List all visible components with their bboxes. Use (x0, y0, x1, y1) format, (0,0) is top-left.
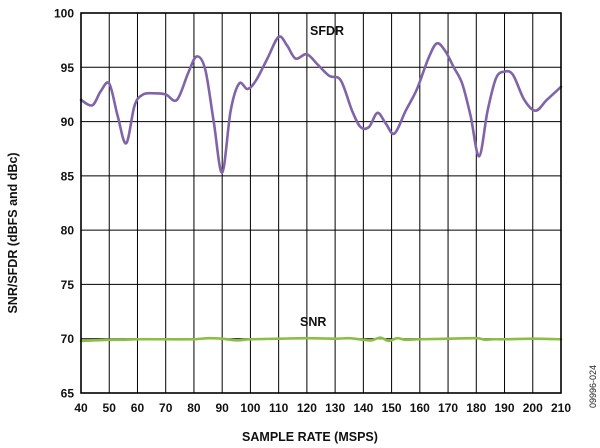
y-tick-label: 85 (61, 169, 75, 183)
y-tick-label: 90 (61, 115, 75, 129)
figure-id: 09996-024 (588, 365, 598, 408)
x-axis-title: SAMPLE RATE (MSPS) (242, 430, 378, 444)
y-tick-label: 80 (61, 224, 75, 238)
series-labels: SFDR SNR (300, 24, 344, 329)
series-label-sfdr: SFDR (310, 24, 344, 38)
x-tick-label: 130 (325, 401, 345, 415)
y-axis-title: SNR/SFDR (dBFS and dBc) (6, 152, 20, 313)
x-tick-label: 150 (382, 401, 402, 415)
y-tick-label: 75 (61, 278, 75, 292)
y-tick-labels: 65 70 75 80 85 90 95 100 (54, 7, 74, 401)
x-tick-label: 80 (187, 401, 201, 415)
y-tick-label: 70 (61, 332, 75, 346)
x-tick-label: 40 (74, 401, 88, 415)
y-tick-label: 95 (61, 61, 75, 75)
series-line-snr (79, 336, 563, 343)
x-tick-label: 170 (438, 401, 458, 415)
x-tick-label: 200 (523, 401, 543, 415)
series-lines (79, 35, 563, 343)
x-tick-label: 70 (159, 401, 173, 415)
x-tick-label: 180 (466, 401, 486, 415)
series-line-sfdr (79, 35, 563, 174)
x-tick-label: 100 (240, 401, 260, 415)
gridlines (80, 12, 562, 394)
x-tick-label: 120 (297, 401, 317, 415)
series-label-snr: SNR (300, 315, 326, 329)
y-tick-label: 65 (61, 387, 75, 401)
x-tick-label: 160 (410, 401, 430, 415)
y-tick-label: 100 (54, 7, 74, 21)
plot-frame (80, 12, 562, 394)
x-tick-labels: 40 50 60 70 80 90 100 110 120 130 140 150 160 170 180 1… (74, 401, 571, 415)
x-tick-label: 110 (269, 401, 289, 415)
x-tick-label: 140 (353, 401, 373, 415)
x-tick-label: 210 (551, 401, 571, 415)
x-tick-label: 190 (495, 401, 515, 415)
x-tick-label: 50 (103, 401, 117, 415)
x-tick-label: 60 (131, 401, 145, 415)
x-tick-label: 90 (215, 401, 229, 415)
